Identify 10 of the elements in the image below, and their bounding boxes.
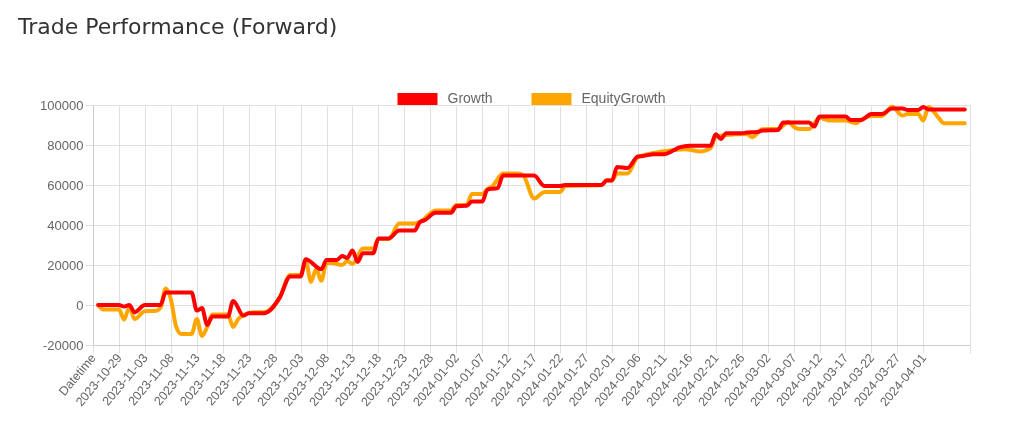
legend-label: Growth xyxy=(447,90,493,106)
y-tick-label: 100000 xyxy=(40,97,84,113)
legend-label: EquityGrowth xyxy=(581,90,666,106)
y-tick-label: 80000 xyxy=(47,137,84,153)
y-tick-label: 0 xyxy=(76,297,84,313)
y-tick-label: 60000 xyxy=(47,177,84,193)
y-tick-label: 40000 xyxy=(47,217,84,233)
y-tick-label: -20000 xyxy=(43,337,84,353)
chart-title: Trade Performance (Forward) xyxy=(18,14,338,39)
y-tick-label: 20000 xyxy=(47,257,84,273)
